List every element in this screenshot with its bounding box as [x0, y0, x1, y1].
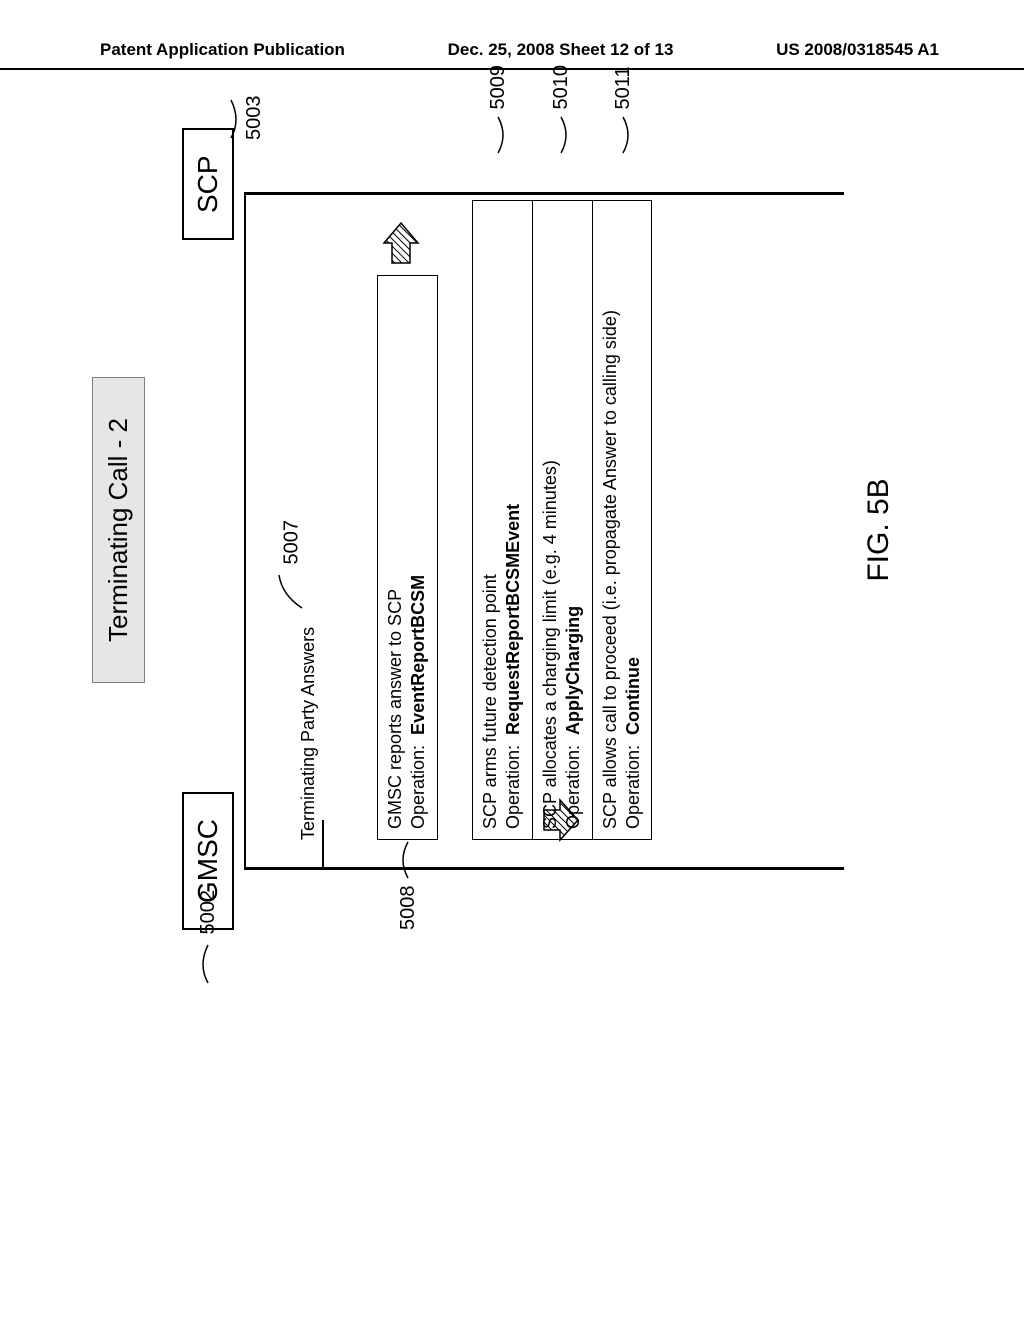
lifeline-scp: [244, 192, 844, 195]
ref-cont: 5011: [612, 66, 635, 155]
ref-scp: 5003: [220, 50, 266, 140]
ref-charge-label: 5010: [550, 65, 572, 110]
msg-arm: SCP arms future detection point Operatio…: [473, 201, 533, 839]
msg-charge-l2: Operation: ApplyCharging: [562, 211, 585, 829]
msg-cont: SCP allows call to proceed (i.e. propaga…: [593, 201, 652, 839]
response-group: SCP arms future detection point Operatio…: [472, 200, 652, 840]
ref-answer-label: 5007: [280, 520, 302, 565]
msg-report-l1: GMSC reports answer to SCP: [384, 286, 407, 829]
msg-cont-l2: Operation: Continue: [622, 211, 645, 829]
msg-charge-l1: SCP allocates a charging limit (e.g. 4 m…: [539, 211, 562, 829]
ref-gmsc: 5002: [197, 890, 220, 985]
msg-report-box: GMSC reports answer to SCP Operation: Ev…: [377, 275, 438, 840]
msg-charge: SCP allocates a charging limit (e.g. 4 m…: [533, 201, 593, 839]
ref-arm: 5009: [487, 65, 510, 155]
ref-arm-label: 5009: [487, 65, 509, 110]
msg-cont-l1: SCP allows call to proceed (i.e. propaga…: [599, 211, 622, 829]
diagram-title: Terminating Call - 2: [92, 377, 145, 683]
ref-scp-label: 5003: [243, 96, 265, 141]
arrow-right-icon: [382, 221, 420, 265]
ref-report: 5008: [397, 840, 420, 930]
sequence-diagram: Terminating Call - 2 GMSC SCP 5002 5003 …: [162, 50, 862, 1010]
msg-arm-l2: Operation: RequestReportBCSMEvent: [502, 211, 525, 829]
msg-answer-tick: [322, 820, 324, 870]
ref-report-label: 5008: [397, 886, 419, 931]
msg-report-l2: Operation: EventReportBCSM: [407, 286, 430, 829]
entity-scp: SCP: [182, 128, 234, 240]
ref-answer: 5007: [277, 520, 307, 610]
msg-answer: Terminating Party Answers: [297, 627, 320, 840]
top-bar: [244, 192, 246, 870]
msg-arm-l1: SCP arms future detection point: [479, 211, 502, 829]
ref-cont-label: 5011: [612, 66, 634, 109]
ref-gmsc-label: 5002: [197, 890, 219, 935]
figure-label: FIG. 5B: [862, 478, 896, 581]
lifeline-gmsc: [244, 867, 844, 870]
arrow-left-icon: [542, 798, 580, 842]
ref-charge: 5010: [550, 65, 573, 155]
